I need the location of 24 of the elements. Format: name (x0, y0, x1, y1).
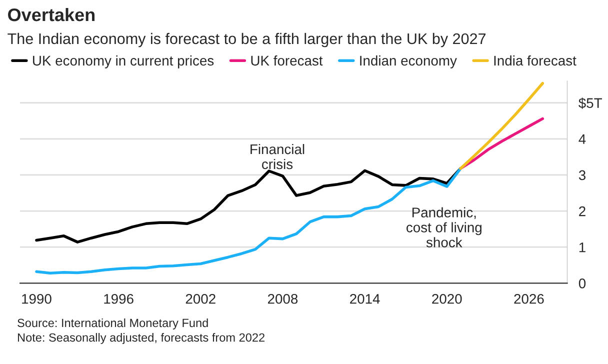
chart-subtitle: The Indian economy is forecast to be a fifth larger than the UK by 2027 (8, 32, 486, 48)
line-series (459, 82, 544, 170)
x-tick-label: 1990 (22, 294, 52, 304)
y-tick-label: $5T (578, 98, 602, 109)
text: Note: Seasonally adjusted, forecasts from 2022 (18, 333, 264, 344)
legend-label: Indian economy (360, 55, 457, 68)
legend-label: UK economy in current prices (33, 55, 214, 68)
x-tick-label: 2002 (186, 294, 216, 304)
y-tick-label: 1 (579, 242, 586, 252)
legend-label: India forecast (494, 55, 576, 66)
x-tick-label: 2008 (268, 294, 298, 304)
y-tick-label: 2 (579, 206, 586, 216)
legend-label: UK forecast (251, 55, 323, 66)
x-tick-label: 2026 (514, 294, 544, 304)
annotation: Pandemic, cost of living shock (406, 207, 482, 248)
x-tick-label: 2014 (350, 294, 380, 304)
chart-title: Overtaken (8, 8, 94, 22)
x-tick-label: 2020 (432, 294, 462, 304)
annotation: Financial crisis (250, 144, 304, 170)
source-note: Source: International Monetary Fund (18, 318, 208, 330)
y-tick-label: 0 (578, 278, 586, 288)
x-tick-label: 1996 (104, 294, 134, 304)
y-tick-label: 4 (578, 134, 586, 144)
y-tick-label: 3 (578, 170, 586, 180)
